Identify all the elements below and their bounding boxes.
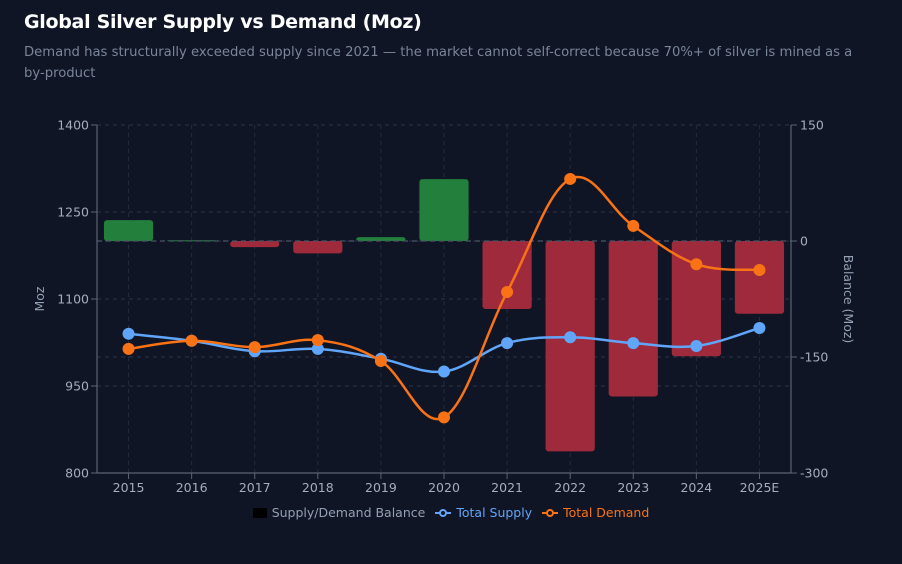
balance-bar (608, 241, 658, 397)
demand-point (564, 172, 577, 185)
demand-point (185, 334, 198, 347)
balance-bar (230, 241, 280, 248)
chart-subtitle: Demand has structurally exceeded supply … (24, 45, 853, 81)
demand-point (122, 342, 135, 355)
demand-point (690, 258, 703, 271)
left-tick-label: 1100 (57, 292, 89, 307)
right-axis-title: Balance (Moz) (841, 255, 856, 344)
left-tick-label: 950 (65, 379, 89, 394)
left-axis-title: Moz (32, 286, 47, 311)
legend-item-supply[interactable]: Total Supply (435, 505, 532, 520)
x-tick-label: 2025E (740, 480, 780, 495)
supply-point (311, 342, 324, 355)
demand-point (248, 341, 261, 354)
demand-point (501, 286, 514, 299)
x-tick-label: 2023 (617, 480, 649, 495)
demand-point (374, 355, 387, 368)
chart-title: Global Silver Supply vs Demand (Moz) (24, 11, 422, 33)
chart-legend: Supply/Demand Balance Total Supply Total… (0, 505, 902, 520)
balance-bar (356, 237, 406, 241)
supply-point (690, 339, 703, 352)
x-tick-label: 2019 (365, 480, 397, 495)
legend-item-balance[interactable]: Supply/Demand Balance (252, 505, 426, 520)
balance-bar (671, 241, 721, 357)
balance-bar (482, 241, 532, 310)
legend-label-supply: Total Supply (456, 505, 533, 520)
x-tick-label: 2024 (680, 480, 712, 495)
x-tick-label: 2020 (428, 480, 460, 495)
x-tick-label: 2017 (239, 480, 271, 495)
legend-swatch-balance (252, 507, 267, 518)
x-tick-label: 2016 (176, 480, 208, 495)
demand-point (438, 411, 450, 424)
right-tick-label: 150 (800, 118, 824, 133)
x-tick-label: 2021 (491, 480, 523, 495)
supply-point (438, 365, 450, 378)
demand-point (753, 264, 766, 276)
x-tick-label: 2018 (302, 480, 334, 495)
legend-line-marker-icon (435, 508, 452, 517)
right-tick-label: 0 (800, 234, 808, 249)
balance-bar (545, 241, 595, 452)
left-tick-label: 1250 (57, 205, 89, 220)
supply-point (564, 331, 577, 344)
x-tick-label: 2015 (113, 480, 145, 495)
balance-bar (734, 241, 785, 314)
demand-point (311, 334, 324, 347)
supply-point (501, 337, 514, 350)
right-tick-label: -300 (800, 466, 828, 481)
demand-point (627, 219, 640, 232)
balance-bar (103, 220, 154, 241)
left-tick-label: 1400 (57, 118, 89, 133)
right-tick-label: -150 (800, 350, 828, 365)
supply-point (627, 337, 640, 350)
legend-label-demand: Total Demand (563, 505, 650, 520)
legend-line-marker-icon (542, 508, 559, 517)
balance-bar (293, 241, 343, 254)
balance-bar (419, 179, 469, 241)
legend-item-demand[interactable]: Total Demand (542, 505, 649, 520)
supply-point (753, 322, 766, 334)
left-tick-label: 800 (65, 466, 89, 481)
supply-point (122, 327, 135, 340)
x-tick-label: 2022 (554, 480, 586, 495)
legend-label-balance: Supply/Demand Balance (271, 505, 426, 520)
